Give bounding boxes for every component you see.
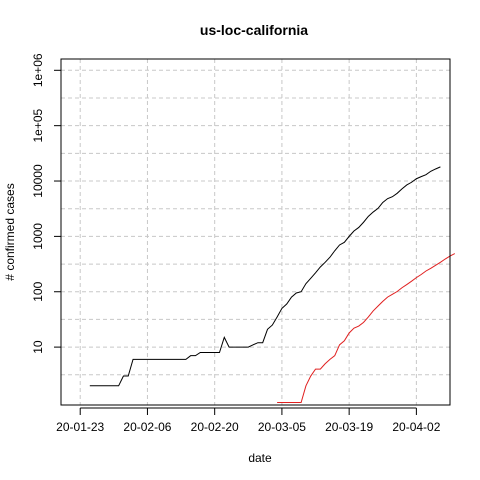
y-tick-label: 10000	[31, 164, 45, 198]
x-tick-label: 20-03-05	[258, 420, 306, 434]
x-axis: 20-01-23 20-02-06 20-02-20 20-03-05 20-03-19…	[56, 407, 441, 434]
x-tick-label: 20-04-02	[392, 420, 440, 434]
x-tick-label: 20-02-06	[123, 420, 171, 434]
plot-frame	[60, 58, 451, 406]
x-tick-label: 20-02-20	[191, 420, 239, 434]
x-tick-label: 20-01-23	[56, 420, 104, 434]
series-line-2	[277, 253, 456, 403]
grid	[61, 59, 450, 405]
x-axis-label: date	[248, 451, 272, 465]
series-layer	[89, 166, 456, 403]
x-tick-label: 20-03-19	[325, 420, 373, 434]
y-tick-label: 1000	[31, 223, 45, 250]
y-axis-label: # confirmed cases	[3, 183, 17, 280]
y-tick-label: 10	[31, 340, 45, 354]
y-tick-label: 1e+06	[31, 53, 45, 87]
y-tick-label: 100	[31, 281, 45, 301]
y-axis: 10 100 1000 10000 1e+05 1e+06	[31, 53, 62, 354]
chart-title: us-loc-california	[200, 22, 308, 38]
series-line-1	[89, 166, 441, 387]
y-tick-label: 1e+05	[31, 108, 45, 142]
